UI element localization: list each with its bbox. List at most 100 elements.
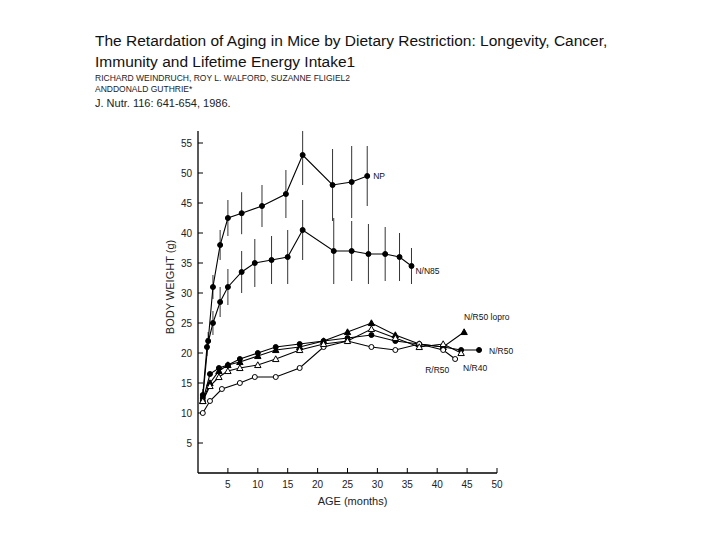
x-tick [347, 468, 348, 473]
y-tick-label: 55 [181, 138, 193, 149]
data-point [252, 375, 257, 380]
series-line [203, 155, 367, 398]
y-tick [198, 323, 203, 324]
data-point [255, 351, 260, 356]
plot-area [200, 131, 482, 416]
y-tick [198, 233, 203, 234]
data-point [392, 335, 398, 341]
y-tick [198, 173, 203, 174]
data-point [458, 350, 464, 356]
data-point [237, 381, 242, 386]
data-point [366, 252, 371, 257]
data-point [283, 192, 288, 197]
y-tick [198, 293, 203, 294]
series-label: NP [373, 171, 385, 181]
y-tick-label: 30 [181, 288, 193, 299]
data-point [393, 348, 398, 353]
data-point [225, 362, 231, 368]
series-label: N/R50 [489, 346, 513, 356]
series-line [203, 230, 412, 395]
y-tick-label: 35 [181, 258, 193, 269]
x-tick [497, 468, 498, 473]
x-tick-label: 35 [402, 479, 414, 490]
data-point [200, 398, 206, 404]
x-tick [407, 468, 408, 473]
series-label: N/N85 [415, 266, 439, 276]
x-axis-label: AGE (months) [318, 495, 388, 507]
x-tick-label: 25 [342, 479, 354, 490]
data-point [200, 399, 205, 404]
citation: J. Nutr. 116: 641-654, 1986. [95, 97, 231, 109]
data-point [345, 339, 350, 344]
x-tick [467, 468, 468, 473]
data-point [296, 347, 302, 353]
series-line [203, 323, 464, 401]
y-tick-label: 10 [181, 408, 193, 419]
x-tick [377, 468, 378, 473]
data-point [349, 180, 354, 185]
data-point [210, 285, 215, 290]
data-point [416, 344, 422, 350]
data-point [207, 372, 212, 377]
series-line [203, 329, 461, 401]
y-tick [198, 353, 203, 354]
y-tick [198, 443, 203, 444]
data-point [252, 261, 257, 266]
authors: RICHARD WEINDRUCH, ROY L. WALFORD, SUZAN… [95, 73, 395, 95]
x-tick-label: 40 [432, 479, 444, 490]
data-point [369, 345, 374, 350]
data-point [300, 228, 305, 233]
x-tick [437, 468, 438, 473]
data-point [397, 255, 402, 260]
y-tick-label: 15 [181, 378, 193, 389]
series-label: N/R40 [463, 363, 487, 373]
x-tick-label: 20 [312, 479, 324, 490]
data-point [219, 387, 224, 392]
y-tick [198, 263, 203, 264]
data-point [273, 356, 279, 362]
x-tick-label: 50 [491, 479, 503, 490]
data-point [200, 398, 206, 404]
data-point [453, 357, 458, 362]
data-point [216, 366, 221, 371]
x-tick [287, 468, 288, 473]
x-tick-label: 15 [282, 479, 294, 490]
data-point [344, 338, 350, 344]
y-tick-label: 25 [181, 318, 193, 329]
data-point [285, 255, 290, 260]
data-point [409, 264, 414, 269]
data-point [225, 368, 231, 374]
series-label: R/R50 [425, 365, 449, 375]
chart: 5101520253035404550555101520253035404550… [0, 0, 720, 540]
data-point [237, 357, 242, 362]
data-point [383, 252, 388, 257]
data-point [269, 258, 274, 263]
data-point [239, 211, 244, 216]
data-point [273, 375, 278, 380]
data-point [259, 204, 264, 209]
data-point [225, 363, 230, 368]
data-point [225, 285, 230, 290]
x-tick [257, 468, 258, 473]
data-point [331, 249, 336, 254]
data-point [441, 348, 446, 353]
x-tick-label: 5 [225, 479, 231, 490]
data-point [273, 345, 278, 350]
data-point [365, 174, 370, 179]
series-label: N/R50 lopro [464, 312, 510, 322]
data-point [368, 320, 374, 326]
y-tick-label: 45 [181, 198, 193, 209]
title: The Retardation of Aging in Mice by Diet… [95, 30, 635, 72]
data-point [207, 399, 212, 404]
x-tick-label: 30 [372, 479, 384, 490]
data-point [207, 383, 213, 389]
data-point [255, 362, 261, 368]
y-tick [198, 203, 203, 204]
y-axis-label: BODY WEIGHT (g) [164, 240, 176, 334]
data-point [204, 345, 209, 350]
data-point [218, 300, 223, 305]
y-tick-label: 40 [181, 228, 193, 239]
series-line [203, 341, 455, 413]
data-point [369, 333, 374, 338]
data-point [218, 243, 223, 248]
